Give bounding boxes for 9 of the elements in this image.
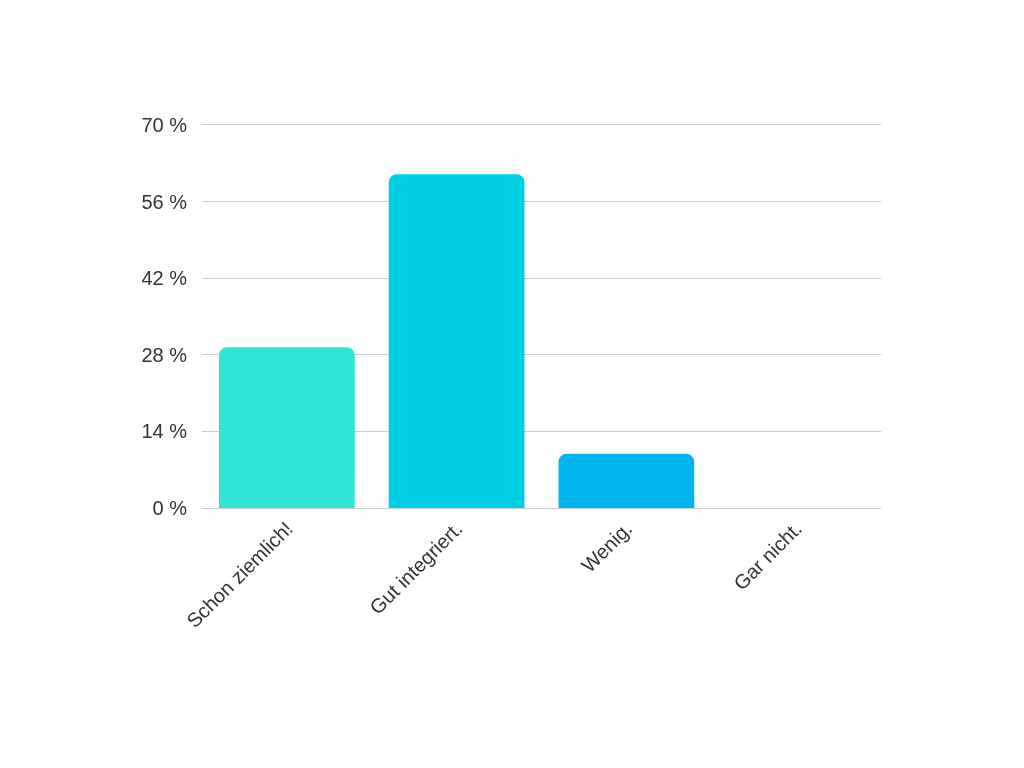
bar bbox=[218, 347, 355, 508]
y-tick-label: 70 % bbox=[141, 114, 188, 136]
y-tick-label: 56 % bbox=[141, 190, 188, 213]
y-tick-label: 42 % bbox=[141, 267, 188, 290]
y-tick-label: 0 % bbox=[152, 497, 188, 519]
y-tick-label: 14 % bbox=[141, 420, 188, 443]
y-tick-label: 28 % bbox=[141, 343, 188, 366]
bar bbox=[558, 453, 695, 508]
bar bbox=[388, 174, 525, 508]
